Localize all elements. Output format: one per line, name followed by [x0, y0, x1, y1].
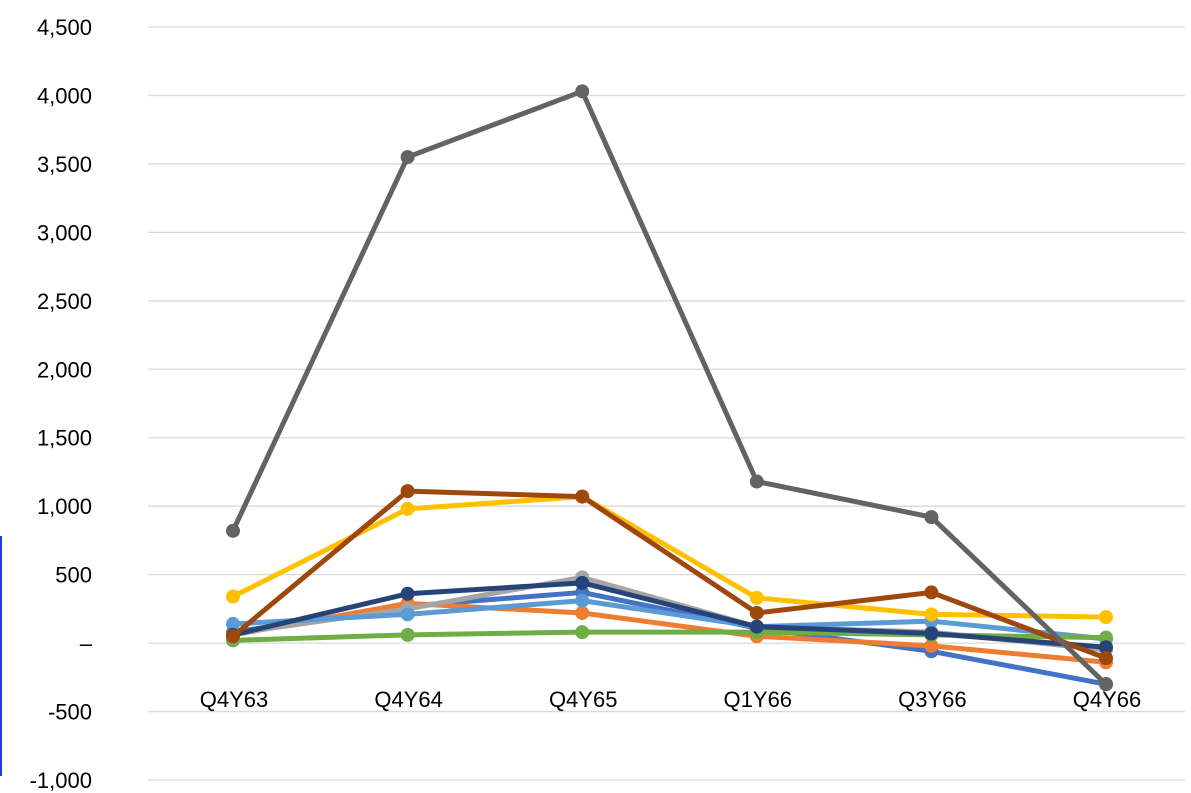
series-line [230, 600, 1109, 665]
series-line [230, 488, 1109, 661]
y-axis-ticks: -1,000 -500 – 500 1,000 1,500 2,000 2,500 3,000 3… [30, 15, 93, 793]
data-point [400, 607, 415, 622]
series-line [230, 494, 1109, 620]
y-tick-label: 500 [55, 563, 92, 588]
data-point [924, 638, 939, 653]
series-7 [226, 575, 1113, 655]
data-point [400, 501, 415, 516]
y-tick-label: 1,500 [37, 426, 92, 451]
series-line [230, 580, 1109, 650]
data-point [400, 484, 415, 499]
data-point [575, 625, 590, 640]
y-tick-label: 2,500 [37, 289, 92, 314]
gridlines [148, 26, 1185, 781]
data-point [226, 616, 240, 631]
x-tick-label: Q4Y64 [374, 687, 443, 712]
series-lines [226, 84, 1113, 692]
data-point [924, 510, 939, 525]
data-point [924, 607, 939, 622]
data-point [749, 605, 764, 620]
data-point [924, 585, 939, 600]
data-point [400, 586, 415, 601]
x-tick-label: Q1Y66 [724, 687, 793, 712]
y-tick-label: 4,000 [37, 83, 92, 108]
data-point [400, 150, 415, 165]
data-point [1099, 610, 1113, 625]
data-point [400, 627, 415, 642]
data-point [1099, 640, 1113, 655]
data-point [1099, 677, 1113, 692]
y-tick-label: 3,000 [37, 220, 92, 245]
series-line [230, 88, 1109, 687]
series-line [230, 598, 1109, 642]
data-point [575, 84, 590, 99]
data-point [575, 605, 590, 620]
x-axis-ticks: Q4Y63 Q4Y64 Q4Y65 Q1Y66 Q3Y66 Q4Y66 [200, 687, 1142, 712]
data-point [575, 575, 590, 590]
data-point [749, 474, 764, 489]
data-point [226, 523, 240, 538]
y-tick-label: 1,000 [37, 494, 92, 519]
data-point [575, 489, 590, 504]
left-edge-line [0, 536, 2, 776]
data-point [226, 629, 240, 644]
data-point [1099, 630, 1113, 645]
x-tick-label: Q3Y66 [898, 687, 967, 712]
data-point [924, 626, 939, 641]
data-point [226, 589, 240, 604]
x-tick-label: Q4Y63 [200, 687, 269, 712]
y-tick-label: -1,000 [30, 768, 92, 793]
x-tick-label: Q4Y65 [549, 687, 618, 712]
data-point [575, 593, 590, 608]
x-tick-label: Q4Y66 [1073, 687, 1142, 712]
series-9 [226, 84, 1113, 692]
y-tick-label: -500 [48, 700, 92, 725]
y-tick-label: 4,500 [37, 15, 92, 40]
y-tick-label: 3,500 [37, 152, 92, 177]
data-point [749, 619, 764, 634]
y-tick-label: – [80, 631, 93, 656]
series-8 [226, 484, 1113, 666]
y-tick-label: 2,000 [37, 357, 92, 382]
data-point [1099, 651, 1113, 666]
data-point [749, 590, 764, 605]
